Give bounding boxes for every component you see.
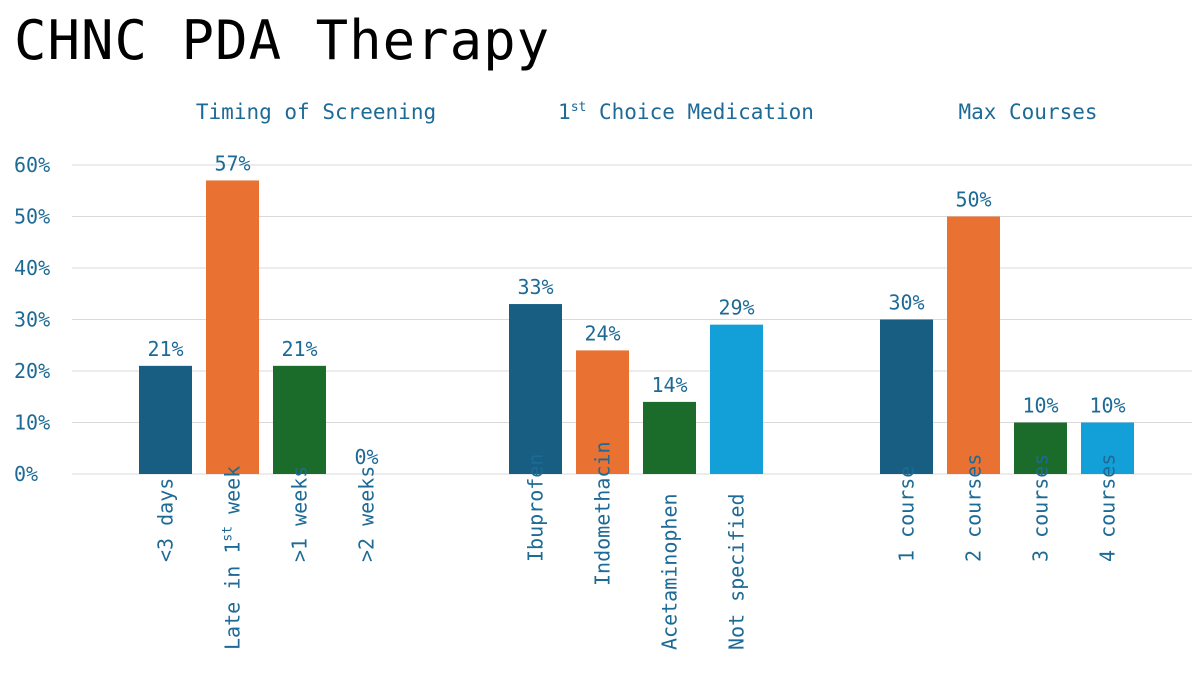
category-label: Indomethacin [591, 442, 615, 587]
y-tick-label: 10% [14, 411, 50, 435]
bar [880, 319, 933, 474]
category-label: 3 courses [1029, 454, 1053, 562]
data-label: 30% [888, 291, 924, 315]
bar [139, 365, 192, 474]
y-tick-label: 60% [14, 153, 50, 177]
data-label: 0% [354, 445, 378, 469]
bar [643, 401, 696, 474]
bar [947, 216, 1000, 474]
data-label: 24% [584, 321, 620, 345]
y-tick-label: 20% [14, 359, 50, 383]
data-label: 57% [214, 151, 250, 175]
y-tick-label: 50% [14, 205, 50, 229]
bar [206, 180, 259, 474]
category-label: Not specified [725, 493, 749, 650]
data-label: 29% [718, 296, 754, 320]
data-label: 10% [1022, 394, 1058, 418]
panel-title: Timing of Screening [196, 100, 436, 124]
category-label: 1 course [895, 466, 919, 562]
category-label: Acetaminophen [658, 493, 682, 650]
category-label: Late in 1st week [221, 466, 245, 650]
bar [576, 350, 629, 474]
panel-title: Max Courses [958, 100, 1097, 124]
bar [509, 304, 562, 474]
data-label: 21% [147, 337, 183, 361]
y-tick-label: 40% [14, 256, 50, 280]
category-label: 2 courses [962, 454, 986, 562]
category-label: >1 weeks [288, 466, 312, 562]
category-label: 4 courses [1096, 454, 1120, 562]
page-title: CHNC PDA Therapy [14, 9, 551, 72]
category-label: >2 weeks [355, 466, 379, 562]
data-label: 33% [517, 275, 553, 299]
data-label: 14% [651, 373, 687, 397]
bar [1081, 422, 1134, 474]
data-label: 50% [955, 188, 991, 212]
bar [710, 324, 763, 474]
category-label: <3 days [154, 478, 178, 562]
data-label: 21% [281, 337, 317, 361]
category-label: Ibuprofen [524, 454, 548, 562]
panel-title: 1st Choice Medication [558, 100, 814, 124]
y-tick-label: 0% [14, 462, 38, 486]
bar [273, 365, 326, 474]
data-label: 10% [1089, 394, 1125, 418]
bar [1014, 422, 1067, 474]
y-tick-label: 30% [14, 308, 50, 332]
